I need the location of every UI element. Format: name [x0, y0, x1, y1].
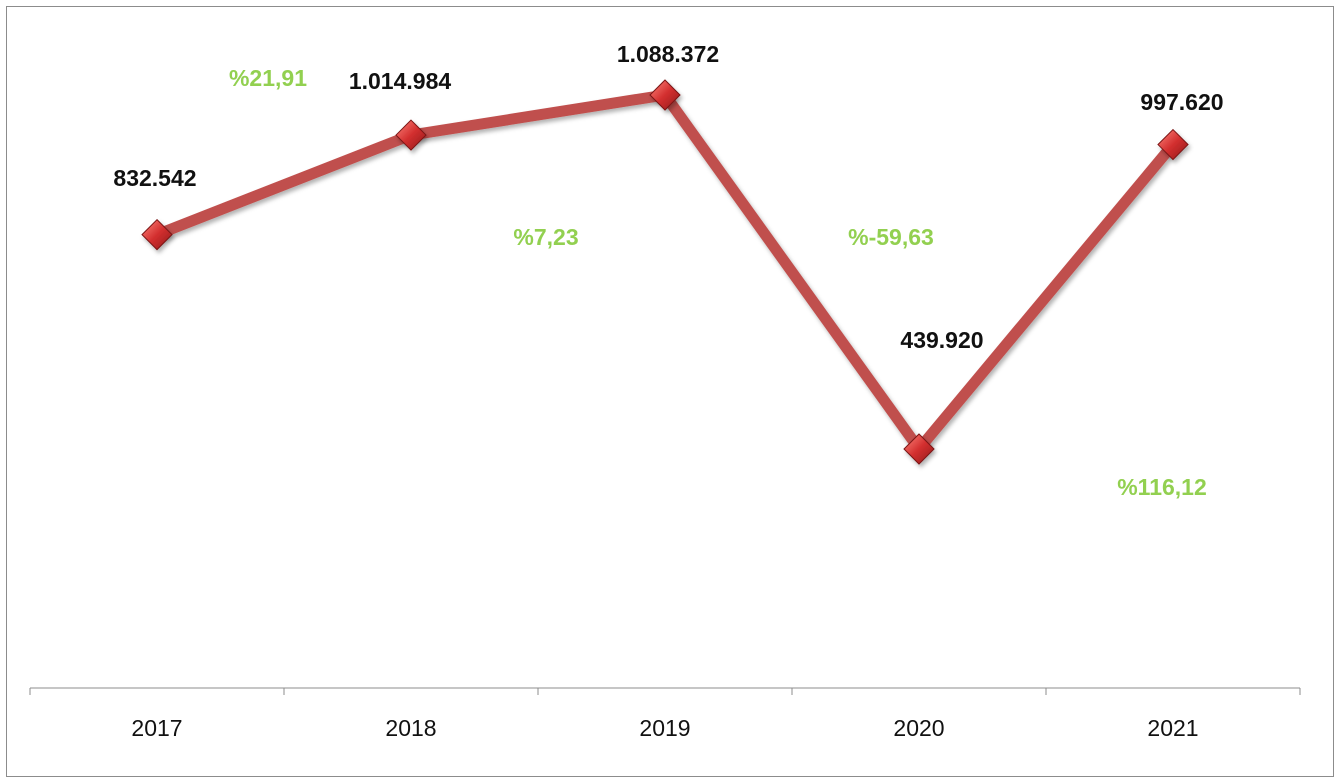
series-line-layer — [151, 89, 1179, 455]
change-label-2020: %-59,63 — [848, 224, 934, 250]
x-tick-label-2017: 2017 — [131, 715, 182, 741]
chart-frame — [6, 6, 1334, 777]
data-label-2021: 997.620 — [1140, 89, 1223, 115]
data-point-marker-2021 — [1157, 128, 1189, 161]
data-point-marker-2018 — [395, 119, 427, 151]
change-label-2021: %116,12 — [1117, 474, 1207, 500]
x-tick-label-2021: 2021 — [1147, 715, 1198, 741]
x-tick-label-2020: 2020 — [893, 715, 944, 741]
label-layer: 832.542 1.014.984 1.088.372 439.920 997.620%… — [113, 41, 1223, 500]
data-label-2018: 1.014.984 — [349, 68, 452, 94]
data-point-marker-2020 — [903, 433, 935, 465]
x-tick-label-2018: 2018 — [385, 715, 436, 741]
data-label-2019: 1.088.372 — [617, 41, 719, 67]
change-label-2019: %7,23 — [513, 224, 578, 250]
x-axis: 2017 2018 2019 2020 2021 — [29, 687, 1301, 741]
data-point-marker-2019 — [649, 79, 681, 111]
change-label-2018: %21,91 — [229, 65, 307, 91]
marker-layer — [141, 79, 1189, 465]
data-point-marker-2017 — [141, 218, 173, 251]
series-line — [151, 89, 1179, 455]
x-tick-label-2019: 2019 — [639, 715, 690, 741]
data-label-2017: 832.542 — [113, 165, 196, 191]
data-label-2020: 439.920 — [900, 327, 983, 353]
